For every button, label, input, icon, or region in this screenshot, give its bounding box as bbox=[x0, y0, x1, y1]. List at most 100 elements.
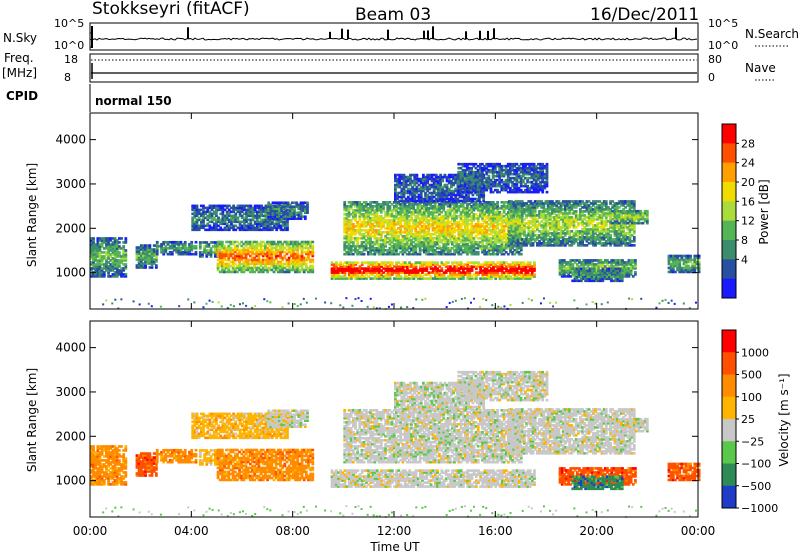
power-cell bbox=[287, 256, 291, 260]
power-cell bbox=[272, 258, 276, 262]
power-cell bbox=[258, 224, 261, 228]
power-cell bbox=[311, 254, 315, 258]
power-cell bbox=[251, 218, 255, 222]
power-cell bbox=[201, 255, 204, 258]
power-cell bbox=[135, 246, 139, 249]
power-cell bbox=[194, 240, 198, 244]
power-cell bbox=[221, 208, 225, 212]
power-cell bbox=[205, 241, 209, 244]
station-title: Stokkseyri (fitACF) bbox=[92, 0, 250, 19]
power-cell bbox=[210, 204, 214, 208]
power-cell bbox=[289, 242, 293, 246]
power-cell bbox=[219, 220, 223, 224]
power-cell bbox=[150, 258, 154, 261]
power-cell bbox=[102, 247, 106, 250]
power-cell bbox=[242, 260, 246, 264]
power-cell bbox=[248, 250, 252, 254]
power-cell bbox=[111, 245, 115, 248]
power-cell bbox=[220, 240, 224, 244]
power-cell bbox=[266, 254, 269, 258]
power-cell bbox=[264, 264, 267, 268]
power-cell bbox=[122, 257, 126, 260]
power-cell bbox=[234, 214, 238, 218]
power-cell bbox=[139, 256, 143, 259]
power-cell bbox=[233, 254, 237, 258]
power-cell bbox=[266, 248, 269, 252]
power-cell bbox=[223, 218, 227, 222]
power-cell bbox=[230, 220, 233, 224]
power-cell bbox=[436, 261, 439, 264]
power-cell bbox=[162, 252, 166, 256]
power-cell bbox=[152, 244, 156, 247]
power-cell bbox=[231, 262, 235, 266]
power-cell bbox=[225, 226, 229, 230]
power-cell bbox=[117, 255, 121, 258]
power-cell bbox=[243, 212, 246, 216]
power-cell bbox=[253, 220, 257, 224]
power-cell bbox=[225, 250, 229, 254]
power-cell bbox=[223, 270, 226, 274]
power-cell bbox=[307, 270, 310, 274]
power-cell bbox=[92, 237, 95, 240]
power-cell bbox=[227, 268, 231, 272]
power-cell bbox=[236, 220, 240, 224]
power-cell bbox=[94, 273, 98, 276]
power-cell bbox=[105, 245, 108, 248]
power-cell bbox=[203, 245, 206, 248]
power-cell bbox=[307, 258, 310, 262]
power-cell bbox=[496, 201, 499, 204]
power-cell bbox=[309, 240, 313, 244]
power-cell bbox=[102, 265, 106, 268]
power-cell bbox=[210, 216, 214, 220]
power-cell bbox=[240, 214, 244, 218]
power-cell bbox=[219, 218, 223, 222]
power-cell bbox=[210, 226, 214, 230]
power-cell bbox=[210, 214, 214, 218]
power-cell bbox=[202, 212, 205, 216]
power-cell bbox=[164, 248, 168, 252]
power-cell bbox=[208, 210, 212, 214]
power-cell bbox=[304, 262, 308, 266]
power-cell bbox=[233, 244, 237, 248]
power-cell bbox=[245, 218, 248, 222]
power-cell bbox=[135, 266, 139, 269]
power-cell bbox=[281, 266, 285, 270]
power-cell bbox=[261, 270, 265, 274]
power-cell bbox=[203, 249, 206, 252]
power-cell bbox=[202, 216, 205, 220]
power-cell bbox=[194, 246, 198, 250]
power-cell bbox=[142, 252, 145, 255]
power-cell bbox=[195, 220, 199, 224]
power-cell bbox=[154, 260, 158, 263]
power-cell bbox=[236, 210, 240, 214]
power-cell bbox=[212, 224, 216, 228]
power-cell bbox=[166, 252, 170, 256]
power-cell bbox=[285, 264, 289, 268]
power-cell bbox=[247, 224, 251, 228]
power-cell bbox=[236, 244, 239, 248]
power-cell bbox=[225, 210, 229, 214]
power-cell bbox=[98, 265, 102, 268]
power-cell bbox=[233, 268, 237, 272]
power-cell bbox=[258, 228, 261, 232]
power-cell bbox=[519, 252, 523, 256]
power-cell bbox=[218, 252, 222, 256]
power-cell bbox=[231, 256, 235, 260]
power-cell bbox=[113, 271, 117, 274]
power-cell bbox=[105, 265, 108, 268]
power-cell bbox=[279, 240, 282, 244]
power-cell bbox=[270, 256, 274, 260]
power-cell bbox=[261, 268, 265, 272]
power-cell bbox=[242, 248, 246, 252]
power-cell bbox=[287, 266, 291, 270]
power-cell bbox=[251, 252, 254, 256]
power-cell bbox=[201, 253, 204, 256]
power-cell bbox=[191, 222, 195, 226]
power-cell bbox=[96, 239, 100, 242]
power-cell bbox=[113, 275, 117, 278]
power-cell bbox=[311, 268, 315, 272]
power-cell bbox=[168, 240, 172, 244]
power-cell bbox=[94, 263, 98, 266]
power-cell bbox=[272, 252, 276, 256]
power-cell bbox=[109, 265, 113, 268]
